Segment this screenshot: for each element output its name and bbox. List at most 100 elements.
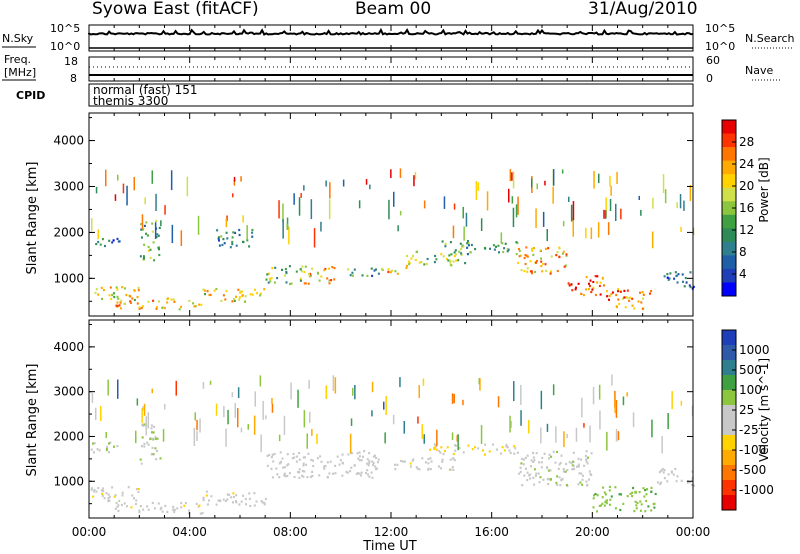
- data-pixel: [663, 275, 666, 278]
- data-pixel: [120, 299, 123, 302]
- data-pixel: [357, 457, 360, 460]
- data-pixel: [439, 451, 442, 454]
- data-pixel: [133, 497, 135, 500]
- data-streak: [237, 387, 240, 398]
- data-pixel: [188, 299, 191, 302]
- data-pixel: [566, 468, 569, 472]
- data-pixel: [281, 457, 284, 460]
- data-pixel: [111, 241, 114, 244]
- data-pixel: [133, 289, 136, 292]
- data-streak: [122, 183, 125, 194]
- data-pixel: [276, 277, 279, 280]
- data-pixel: [232, 492, 235, 495]
- y-tick-label: 2000: [53, 225, 84, 239]
- data-pixel: [497, 244, 500, 247]
- data-pixel: [130, 301, 132, 304]
- data-pixel: [453, 255, 456, 258]
- data-pixel: [550, 478, 552, 481]
- data-pixel: [646, 488, 649, 491]
- colorbar-segment: [722, 268, 736, 283]
- data-pixel: [577, 483, 580, 486]
- data-pixel: [153, 507, 156, 510]
- data-streak: [225, 218, 228, 228]
- data-pixel: [601, 496, 604, 499]
- data-pixel: [571, 468, 574, 471]
- data-streak: [511, 172, 513, 181]
- data-pixel: [585, 480, 588, 483]
- data-streak: [288, 226, 290, 245]
- data-pixel: [605, 502, 608, 505]
- data-pixel: [155, 236, 158, 239]
- data-pixel: [141, 436, 144, 439]
- colorbar-segment: [722, 147, 736, 162]
- data-streak: [414, 171, 417, 180]
- data-streak: [418, 385, 420, 398]
- velocity-ylabel: Slant Range [km]: [25, 364, 40, 477]
- data-streak: [607, 222, 610, 235]
- data-pixel: [488, 450, 491, 453]
- data-pixel: [163, 307, 166, 310]
- data-pixel: [268, 453, 271, 457]
- data-pixel: [396, 463, 399, 466]
- data-pixel: [585, 450, 588, 453]
- power-data-layer: [91, 168, 695, 311]
- data-pixel: [524, 456, 527, 459]
- data-pixel: [406, 264, 408, 268]
- data-pixel: [293, 456, 296, 459]
- data-pixel: [560, 454, 563, 457]
- data-pixel: [550, 455, 553, 458]
- data-pixel: [454, 253, 457, 256]
- data-pixel: [502, 250, 505, 254]
- data-pixel: [139, 255, 142, 258]
- data-pixel: [474, 446, 476, 449]
- data-pixel: [599, 281, 602, 284]
- data-streak: [689, 185, 692, 202]
- data-pixel: [501, 242, 504, 245]
- data-streak: [164, 404, 166, 410]
- data-pixel: [414, 258, 417, 262]
- data-pixel: [635, 504, 638, 507]
- data-pixel: [254, 288, 256, 291]
- data-pixel: [90, 487, 93, 490]
- data-pixel: [604, 501, 607, 504]
- data-pixel: [251, 231, 254, 234]
- data-pixel: [101, 494, 104, 497]
- data-pixel: [151, 222, 154, 225]
- data-pixel: [692, 285, 695, 288]
- data-pixel: [316, 457, 319, 460]
- data-pixel: [435, 448, 438, 451]
- data-pixel: [603, 491, 606, 494]
- data-pixel: [520, 254, 523, 257]
- nave-tick-top: 60: [706, 54, 720, 67]
- data-pixel: [303, 456, 306, 459]
- data-pixel: [323, 467, 326, 470]
- data-pixel: [539, 249, 542, 252]
- data-pixel: [691, 483, 693, 486]
- data-pixel: [105, 448, 108, 452]
- data-pixel: [239, 291, 242, 294]
- data-pixel: [242, 240, 244, 243]
- data-pixel: [367, 464, 370, 467]
- data-pixel: [523, 474, 526, 477]
- data-pixel: [101, 238, 104, 241]
- data-pixel: [330, 279, 333, 282]
- colorbar-segment: [722, 120, 736, 135]
- data-pixel: [358, 459, 361, 462]
- y-tick-label: 1000: [53, 271, 84, 285]
- data-pixel: [220, 235, 223, 238]
- data-pixel: [676, 281, 679, 284]
- data-streak: [233, 179, 236, 186]
- data-pixel: [523, 269, 526, 273]
- data-pixel: [143, 243, 146, 246]
- data-pixel: [209, 293, 212, 296]
- data-pixel: [588, 282, 590, 285]
- data-pixel: [526, 267, 529, 270]
- data-pixel: [444, 242, 447, 245]
- data-pixel: [93, 451, 95, 454]
- data-pixel: [608, 503, 611, 506]
- data-pixel: [131, 494, 134, 497]
- data-pixel: [172, 508, 175, 511]
- data-pixel: [328, 282, 331, 285]
- data-pixel: [587, 456, 589, 459]
- data-pixel: [138, 509, 141, 512]
